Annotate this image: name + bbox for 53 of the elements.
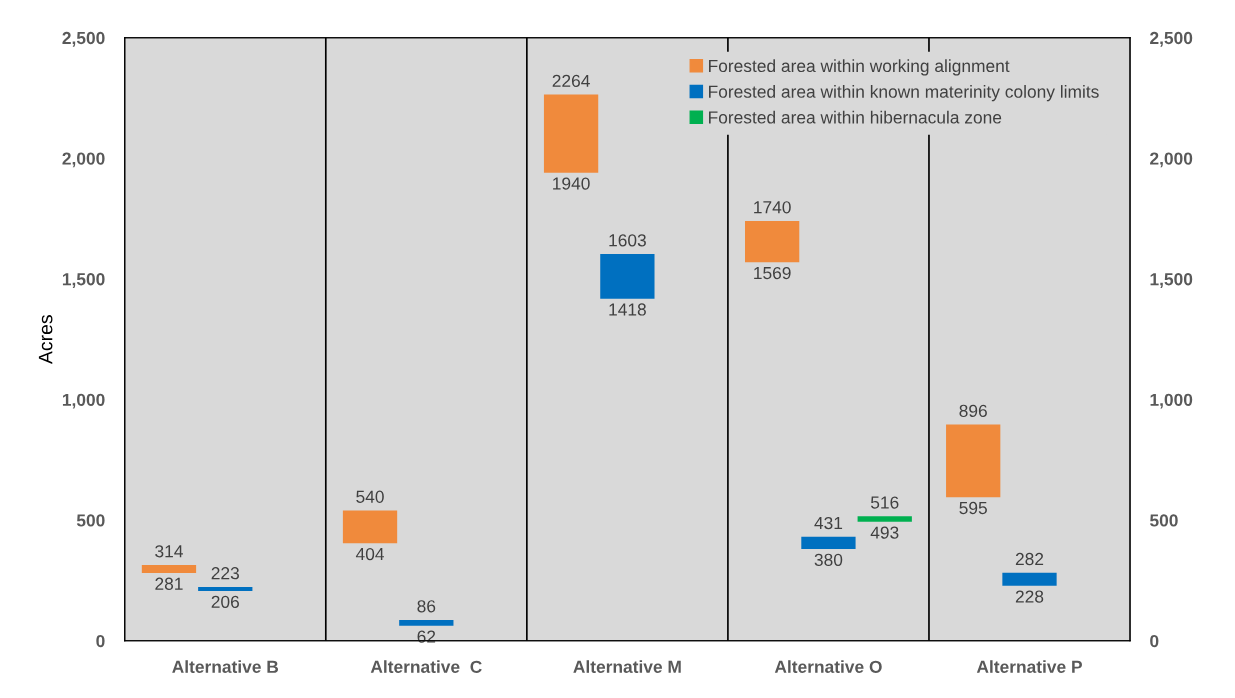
- bar: [543, 94, 599, 173]
- annotation: 1940: [553, 177, 590, 190]
- y-tick-label: 500: [76, 514, 105, 527]
- annotation: 228: [1015, 590, 1044, 603]
- annotation: 223: [211, 567, 239, 580]
- x-tick-label: Alternative O: [774, 660, 882, 673]
- bar: [600, 254, 655, 299]
- bar: [399, 620, 454, 626]
- annotation: 380: [814, 553, 843, 567]
- bar: [857, 516, 912, 522]
- annotation: 206: [211, 595, 239, 608]
- bar: [198, 586, 253, 592]
- annotation: 281: [155, 577, 183, 590]
- legend-label: Forested area within working alignment: [709, 59, 1010, 76]
- annotation: 431: [814, 516, 843, 530]
- x-tick-label: Alternative M: [573, 660, 681, 673]
- annotation: 1569: [754, 266, 791, 280]
- annotation: 1603: [609, 234, 646, 247]
- bar: [1002, 572, 1057, 586]
- annotation: 282: [1015, 552, 1044, 566]
- y-tick-label: 1,000: [62, 393, 105, 409]
- bar: [342, 510, 398, 544]
- y2-tick-label: 2,000: [1150, 152, 1193, 168]
- bar: [745, 221, 800, 263]
- legend-label: Forested area within hibernacula zone: [709, 110, 1002, 124]
- y2-tick-label: 0: [1150, 634, 1159, 648]
- legend-label: Forested area within known materinity colony limits: [709, 85, 1099, 102]
- annotation: 404: [355, 547, 384, 561]
- annotation: 540: [356, 490, 384, 503]
- annotation: 493: [870, 526, 899, 539]
- y-tick-label: 2,500: [62, 31, 105, 47]
- y2-tick-label: 1,000: [1150, 393, 1193, 409]
- bar: [801, 536, 856, 550]
- annotation: 516: [870, 496, 899, 509]
- y2-tick-label: 500: [1150, 514, 1178, 527]
- y-tick-label: 0: [96, 634, 105, 648]
- bar: [141, 565, 197, 573]
- annotation: 595: [959, 501, 987, 515]
- annotation: 1740: [754, 201, 791, 214]
- x-tick-label: Alternative C: [370, 660, 482, 673]
- annotation: 86: [417, 600, 436, 613]
- annotation: 2264: [552, 74, 590, 88]
- y2-tick-label: 1,500: [1150, 273, 1193, 288]
- y-tick-label: 1,500: [62, 273, 105, 288]
- annotation: 314: [155, 545, 183, 558]
- y2-tick-label: 2,500: [1150, 31, 1193, 47]
- y-axis-title: Acres: [38, 315, 53, 365]
- y-tick-label: 2,000: [62, 152, 105, 168]
- annotation: 896: [959, 404, 987, 418]
- bar: [946, 424, 1001, 498]
- x-tick-label: Alternative B: [172, 660, 279, 673]
- x-tick-label: Alternative P: [976, 660, 1082, 673]
- annotation: 1418: [609, 303, 646, 316]
